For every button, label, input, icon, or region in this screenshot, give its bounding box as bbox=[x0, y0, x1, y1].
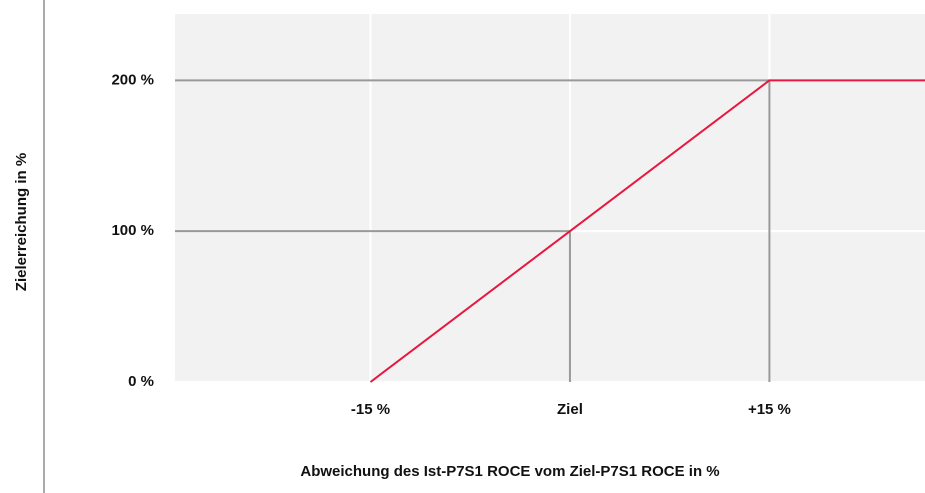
x-tick-label: +15 % bbox=[748, 401, 791, 418]
plot-background bbox=[175, 14, 925, 382]
y-axis-label: Zielerreichung in % bbox=[13, 153, 30, 291]
y-tick-label: 200 % bbox=[111, 71, 154, 88]
line bbox=[369, 79, 925, 383]
y-tick-label: 0 % bbox=[128, 373, 154, 390]
y-tick-label: 100 % bbox=[111, 222, 154, 239]
x-tick-label: Ziel bbox=[557, 401, 583, 418]
x-axis-label: Abweichung des Ist-P7S1 ROCE vom Ziel-P7… bbox=[300, 463, 719, 480]
x-tick-label: -15 % bbox=[351, 401, 390, 418]
